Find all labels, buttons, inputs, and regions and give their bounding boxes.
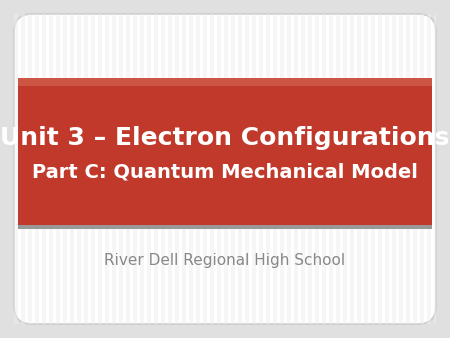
FancyBboxPatch shape bbox=[14, 14, 436, 324]
Bar bbox=[18, 86, 432, 225]
Text: Part C: Quantum Mechanical Model: Part C: Quantum Mechanical Model bbox=[32, 162, 418, 181]
Bar bbox=[18, 225, 432, 229]
Bar bbox=[18, 78, 432, 86]
Text: River Dell Regional High School: River Dell Regional High School bbox=[104, 252, 346, 267]
Text: Unit 3 – Electron Configurations: Unit 3 – Electron Configurations bbox=[0, 125, 450, 149]
